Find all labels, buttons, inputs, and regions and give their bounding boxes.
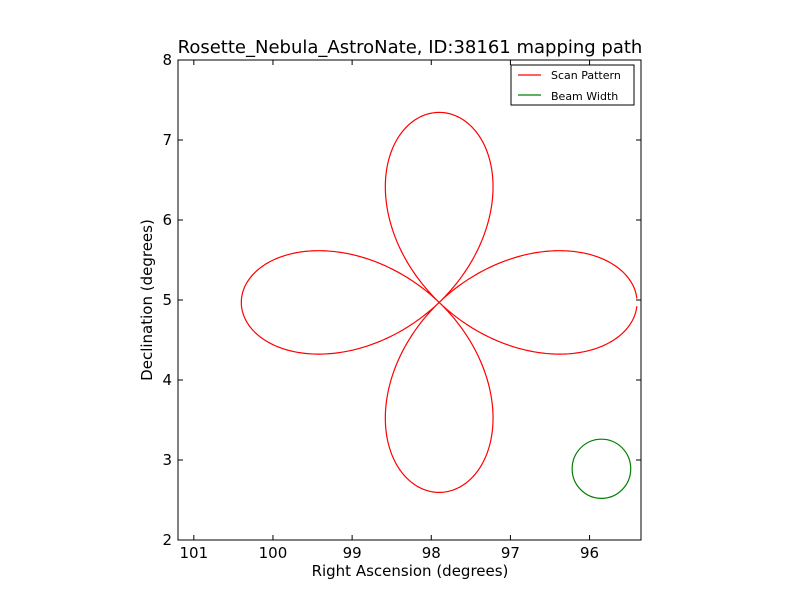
legend-box [510, 64, 635, 106]
scan-pattern-line [240, 111, 638, 494]
x-tick-label: 99 [343, 544, 362, 562]
y-tick-label: 7 [162, 131, 172, 149]
x-tick-label: 98 [422, 544, 441, 562]
x-tick-label: 100 [259, 544, 288, 562]
plot-area [178, 60, 641, 540]
x-axis-label: Right Ascension (degrees) [312, 562, 509, 580]
y-tick-label: 6 [162, 211, 172, 229]
y-tick-label: 4 [162, 371, 172, 389]
ticks: 101 100 99 98 97 96 2 3 4 5 6 7 8 [162, 51, 641, 562]
y-tick-label: 2 [162, 531, 172, 549]
x-tick-label: 96 [580, 544, 599, 562]
legend: Scan Pattern Beam Width [510, 64, 635, 106]
chart-title: Rosette_Nebula_AstroNate, ID:38161 mappi… [178, 37, 643, 58]
data-layer [240, 111, 638, 499]
y-tick-label: 5 [162, 291, 172, 309]
legend-label-beam-width: Beam Width [551, 90, 618, 103]
x-tick-label: 101 [180, 544, 209, 562]
y-tick-label: 3 [162, 451, 172, 469]
y-tick-label: 8 [162, 51, 172, 69]
beam-width-circle [571, 438, 632, 499]
legend-label-scan-pattern: Scan Pattern [551, 69, 621, 82]
y-axis-label: Declination (degrees) [138, 219, 156, 381]
x-tick-label: 97 [501, 544, 520, 562]
